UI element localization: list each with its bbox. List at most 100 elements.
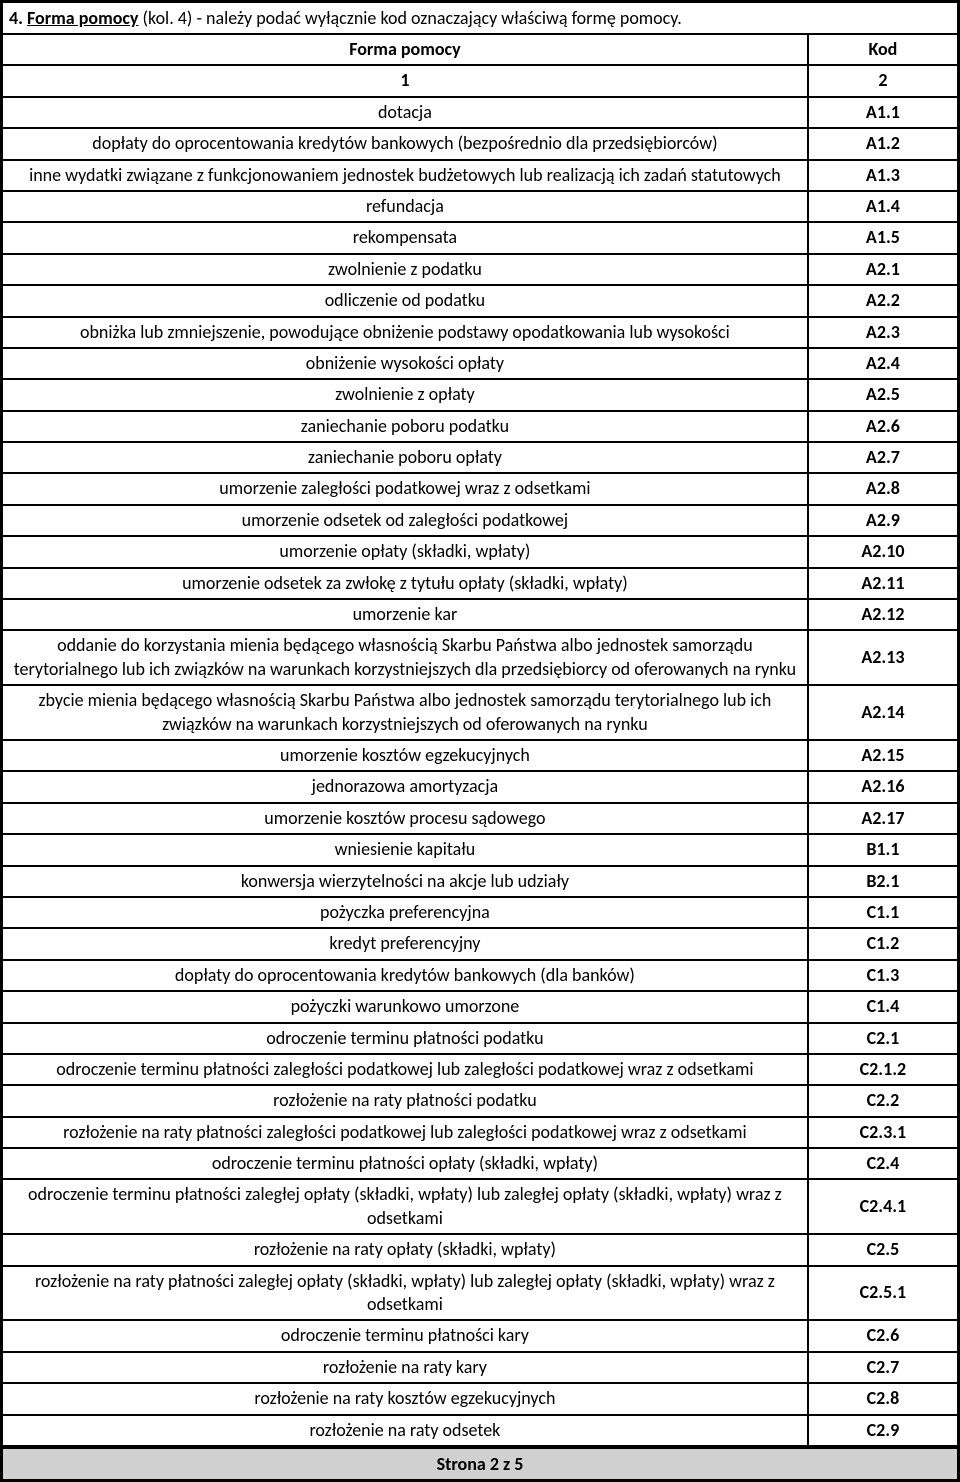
code-cell: C1.1 bbox=[808, 897, 957, 928]
table-row: obniżenie wysokości opłatyA2.4 bbox=[3, 348, 957, 379]
code-cell: A2.7 bbox=[808, 442, 957, 473]
code-cell: C1.3 bbox=[808, 960, 957, 991]
code-cell: A2.17 bbox=[808, 803, 957, 834]
form-cell: pożyczki warunkowo umorzone bbox=[3, 991, 808, 1022]
table-row: zaniechanie poboru opłatyA2.7 bbox=[3, 442, 957, 473]
form-cell: rozłożenie na raty kary bbox=[3, 1352, 808, 1383]
code-cell: A2.15 bbox=[808, 740, 957, 771]
form-cell: dopłaty do oprocentowania kredytów banko… bbox=[3, 960, 808, 991]
form-cell: jednorazowa amortyzacja bbox=[3, 771, 808, 802]
form-cell: wniesienie kapitału bbox=[3, 834, 808, 865]
code-cell: A1.1 bbox=[808, 97, 957, 128]
code-cell: A2.4 bbox=[808, 348, 957, 379]
code-cell: C2.5 bbox=[808, 1234, 957, 1265]
section-header: 4. Forma pomocy (kol. 4) - należy podać … bbox=[3, 3, 957, 35]
form-cell: konwersja wierzytelności na akcje lub ud… bbox=[3, 866, 808, 897]
form-cell: obniżka lub zmniejszenie, powodujące obn… bbox=[3, 317, 808, 348]
code-cell: C2.3.1 bbox=[808, 1117, 957, 1148]
code-cell: A1.2 bbox=[808, 128, 957, 159]
table-row: umorzenie kosztów procesu sądowegoA2.17 bbox=[3, 803, 957, 834]
table-row: zwolnienie z podatkuA2.1 bbox=[3, 254, 957, 285]
table-row: umorzenie karA2.12 bbox=[3, 599, 957, 630]
table-row: odroczenie terminu płatności karyC2.6 bbox=[3, 1320, 957, 1351]
form-cell: odroczenie terminu płatności zaległości … bbox=[3, 1054, 808, 1085]
form-cell: umorzenie kar bbox=[3, 599, 808, 630]
table-row: umorzenie kosztów egzekucyjnychA2.15 bbox=[3, 740, 957, 771]
code-cell: A2.8 bbox=[808, 473, 957, 504]
code-cell: A2.3 bbox=[808, 317, 957, 348]
form-cell: rozłożenie na raty odsetek bbox=[3, 1415, 808, 1446]
code-cell: C2.1.2 bbox=[808, 1054, 957, 1085]
col-subheader-code: 2 bbox=[808, 65, 957, 96]
code-cell: C1.4 bbox=[808, 991, 957, 1022]
form-cell: umorzenie odsetek za zwłokę z tytułu opł… bbox=[3, 568, 808, 599]
code-cell: A2.12 bbox=[808, 599, 957, 630]
code-cell: C2.1 bbox=[808, 1023, 957, 1054]
code-cell: A1.4 bbox=[808, 191, 957, 222]
form-cell: umorzenie odsetek od zaległości podatkow… bbox=[3, 505, 808, 536]
form-cell: dopłaty do oprocentowania kredytów banko… bbox=[3, 128, 808, 159]
table-row: zbycie mienia będącego własnością Skarbu… bbox=[3, 685, 957, 740]
form-cell: odroczenie terminu płatności kary bbox=[3, 1320, 808, 1351]
form-cell: odroczenie terminu płatności zaległej op… bbox=[3, 1179, 808, 1234]
table-row: refundacjaA1.4 bbox=[3, 191, 957, 222]
form-cell: odroczenie terminu płatności opłaty (skł… bbox=[3, 1148, 808, 1179]
form-cell: zaniechanie poboru podatku bbox=[3, 411, 808, 442]
form-cell: oddanie do korzystania mienia będącego w… bbox=[3, 630, 808, 685]
code-cell: C2.9 bbox=[808, 1415, 957, 1446]
table-row: rozłożenie na raty kosztów egzekucyjnych… bbox=[3, 1383, 957, 1414]
table-row: rekompensataA1.5 bbox=[3, 222, 957, 253]
table-row: zwolnienie z opłatyA2.5 bbox=[3, 379, 957, 410]
section-colref: (kol. 4) bbox=[143, 7, 193, 29]
table-row: umorzenie odsetek za zwłokę z tytułu opł… bbox=[3, 568, 957, 599]
table-row: pożyczka preferencyjnaC1.1 bbox=[3, 897, 957, 928]
form-cell: obniżenie wysokości opłaty bbox=[3, 348, 808, 379]
code-cell: A2.13 bbox=[808, 630, 957, 685]
form-cell: rozłożenie na raty płatności podatku bbox=[3, 1085, 808, 1116]
table-header-row: Forma pomocy Kod bbox=[3, 35, 957, 65]
col-header-form: Forma pomocy bbox=[3, 35, 808, 65]
table-row: dotacjaA1.1 bbox=[3, 97, 957, 128]
code-cell: C2.7 bbox=[808, 1352, 957, 1383]
table-row: rozłożenie na raty płatności podatkuC2.2 bbox=[3, 1085, 957, 1116]
section-index: 4. bbox=[9, 7, 23, 29]
form-cell: odliczenie od podatku bbox=[3, 285, 808, 316]
form-cell: refundacja bbox=[3, 191, 808, 222]
table-subheader-row: 1 2 bbox=[3, 65, 957, 96]
form-cell: rozłożenie na raty kosztów egzekucyjnych bbox=[3, 1383, 808, 1414]
col-header-code: Kod bbox=[808, 35, 957, 65]
section-title: Forma pomocy bbox=[27, 7, 138, 29]
table-row: rozłożenie na raty opłaty (składki, wpła… bbox=[3, 1234, 957, 1265]
code-cell: C2.8 bbox=[808, 1383, 957, 1414]
form-cell: rekompensata bbox=[3, 222, 808, 253]
code-cell: A2.11 bbox=[808, 568, 957, 599]
form-cell: zaniechanie poboru opłaty bbox=[3, 442, 808, 473]
table-row: dopłaty do oprocentowania kredytów banko… bbox=[3, 128, 957, 159]
table-row: odroczenie terminu płatności opłaty (skł… bbox=[3, 1148, 957, 1179]
form-cell: zwolnienie z opłaty bbox=[3, 379, 808, 410]
code-cell: A2.14 bbox=[808, 685, 957, 740]
form-cell: rozłożenie na raty płatności zaległości … bbox=[3, 1117, 808, 1148]
code-cell: A1.3 bbox=[808, 160, 957, 191]
table-row: odroczenie terminu płatności podatkuC2.1 bbox=[3, 1023, 957, 1054]
code-cell: A2.16 bbox=[808, 771, 957, 802]
form-cell: pożyczka preferencyjna bbox=[3, 897, 808, 928]
table-row: pożyczki warunkowo umorzoneC1.4 bbox=[3, 991, 957, 1022]
table-row: rozłożenie na raty płatności zaległej op… bbox=[3, 1266, 957, 1321]
form-cell: odroczenie terminu płatności podatku bbox=[3, 1023, 808, 1054]
section-rest: - należy podać wyłącznie kod oznaczający… bbox=[192, 7, 681, 29]
form-cell: zwolnienie z podatku bbox=[3, 254, 808, 285]
table-row: konwersja wierzytelności na akcje lub ud… bbox=[3, 866, 957, 897]
code-cell: A2.9 bbox=[808, 505, 957, 536]
form-cell: rozłożenie na raty opłaty (składki, wpła… bbox=[3, 1234, 808, 1265]
form-cell: umorzenie kosztów procesu sądowego bbox=[3, 803, 808, 834]
table-row: kredyt preferencyjnyC1.2 bbox=[3, 928, 957, 959]
form-cell: rozłożenie na raty płatności zaległej op… bbox=[3, 1266, 808, 1321]
code-cell: A2.2 bbox=[808, 285, 957, 316]
table-row: rozłożenie na raty odsetekC2.9 bbox=[3, 1415, 957, 1446]
table-row: umorzenie opłaty (składki, wpłaty)A2.10 bbox=[3, 536, 957, 567]
table-row: rozłożenie na raty karyC2.7 bbox=[3, 1352, 957, 1383]
form-cell: umorzenie zaległości podatkowej wraz z o… bbox=[3, 473, 808, 504]
form-cell: dotacja bbox=[3, 97, 808, 128]
table-row: zaniechanie poboru podatkuA2.6 bbox=[3, 411, 957, 442]
